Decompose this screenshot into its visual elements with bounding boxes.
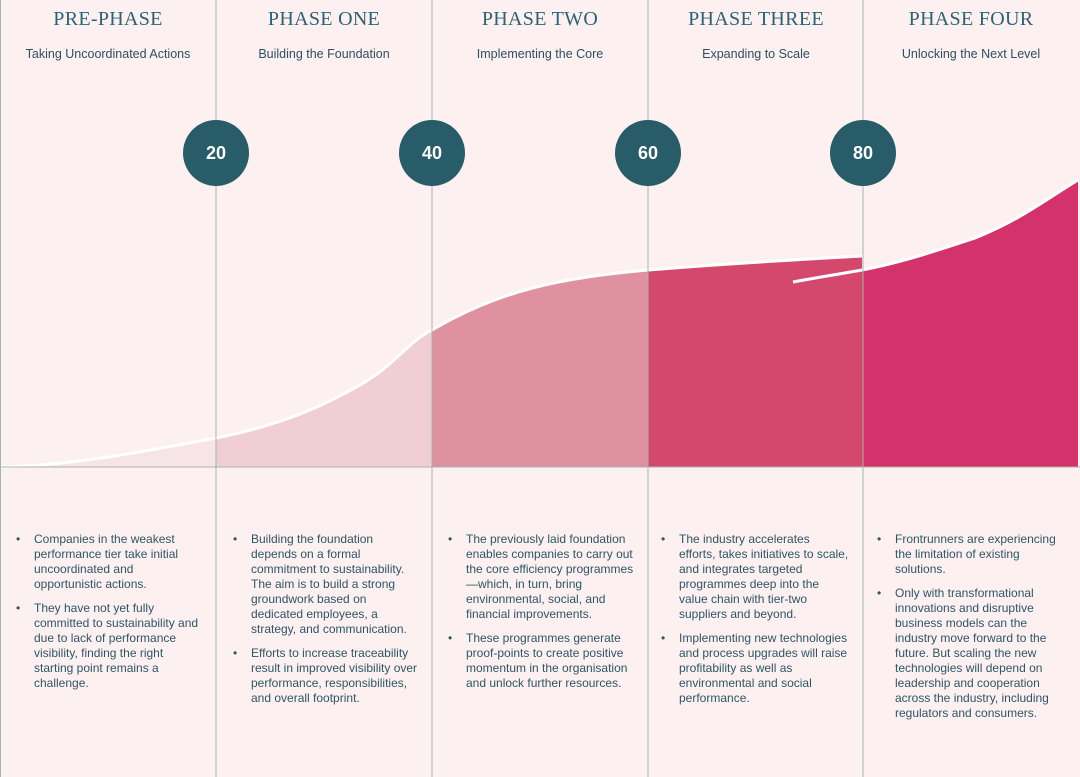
list-item: Frontrunners are experiencing the limita… [875, 532, 1065, 577]
phase-subtitle: Unlocking the Next Level [901, 47, 1041, 61]
bullet-list: Building the foundation depends on a for… [231, 532, 421, 706]
threshold-badge-20: 20 [183, 120, 249, 186]
phase-subtitle: Implementing the Core [476, 47, 604, 61]
curve-line [0, 254, 863, 469]
list-item: Efforts to increase traceability result … [231, 646, 421, 706]
list-item: They have not yet fully committed to sus… [14, 601, 204, 691]
threshold-badge-80: 80 [830, 120, 896, 186]
phase-title: PHASE FOUR [908, 8, 1034, 30]
list-item: Implementing new technologies and proces… [659, 631, 849, 706]
threshold-badge-60: 60 [615, 120, 681, 186]
fill-phase-three [648, 180, 863, 467]
fill-phase-four [863, 180, 1078, 467]
list-item: Building the foundation depends on a for… [231, 532, 421, 637]
phase-subtitle: Expanding to Scale [702, 47, 810, 61]
phase-title: PHASE TWO [481, 8, 599, 30]
phase-subtitle: Building the Foundation [258, 47, 390, 61]
list-item: Companies in the weakest performance tie… [14, 532, 204, 592]
column-phase-two-body: The previously laid foundation enables c… [446, 532, 636, 700]
bullet-list: The industry accelerates efforts, takes … [659, 532, 849, 706]
list-item: These programmes generate proof-points t… [446, 631, 636, 691]
phase-title: PHASE THREE [688, 8, 824, 30]
curve-line-next [792, 178, 1079, 284]
list-item: The previously laid foundation enables c… [446, 532, 636, 622]
bullet-list: Frontrunners are experiencing the limita… [875, 532, 1065, 721]
fill-phase-one [216, 180, 432, 467]
fill-phase-two [432, 180, 648, 467]
bullet-list: Companies in the weakest performance tie… [14, 532, 204, 691]
column-phase-one-body: Building the foundation depends on a for… [231, 532, 421, 715]
fill-pre-phase [0, 180, 216, 467]
column-phase-four-body: Frontrunners are experiencing the limita… [875, 532, 1065, 730]
bullet-list: The previously laid foundation enables c… [446, 532, 636, 691]
threshold-badge-40: 40 [399, 120, 465, 186]
phase-subtitle: Taking Uncoordinated Actions [25, 47, 191, 61]
column-pre-phase-body: Companies in the weakest performance tie… [14, 532, 204, 700]
list-item: The industry accelerates efforts, takes … [659, 532, 849, 622]
column-phase-three-body: The industry accelerates efforts, takes … [659, 532, 849, 715]
phase-title: PHASE ONE [267, 8, 381, 30]
list-item: Only with transformational innovations a… [875, 586, 1065, 721]
phase-title: PRE-PHASE [53, 8, 163, 30]
